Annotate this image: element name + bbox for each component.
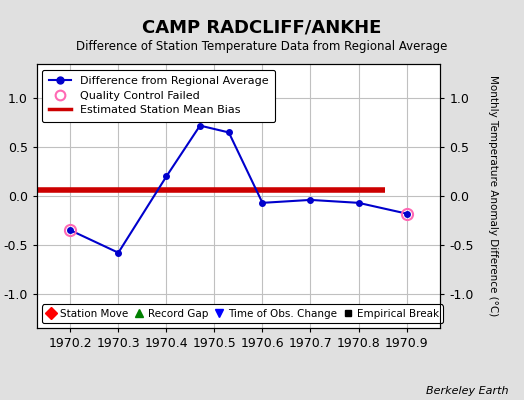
Text: Berkeley Earth: Berkeley Earth [426,386,508,396]
Y-axis label: Monthly Temperature Anomaly Difference (°C): Monthly Temperature Anomaly Difference (… [487,75,498,317]
Text: CAMP RADCLIFF/ANKHE: CAMP RADCLIFF/ANKHE [143,18,381,36]
Legend: Station Move, Record Gap, Time of Obs. Change, Empirical Break: Station Move, Record Gap, Time of Obs. C… [42,304,443,323]
Text: Difference of Station Temperature Data from Regional Average: Difference of Station Temperature Data f… [77,40,447,53]
